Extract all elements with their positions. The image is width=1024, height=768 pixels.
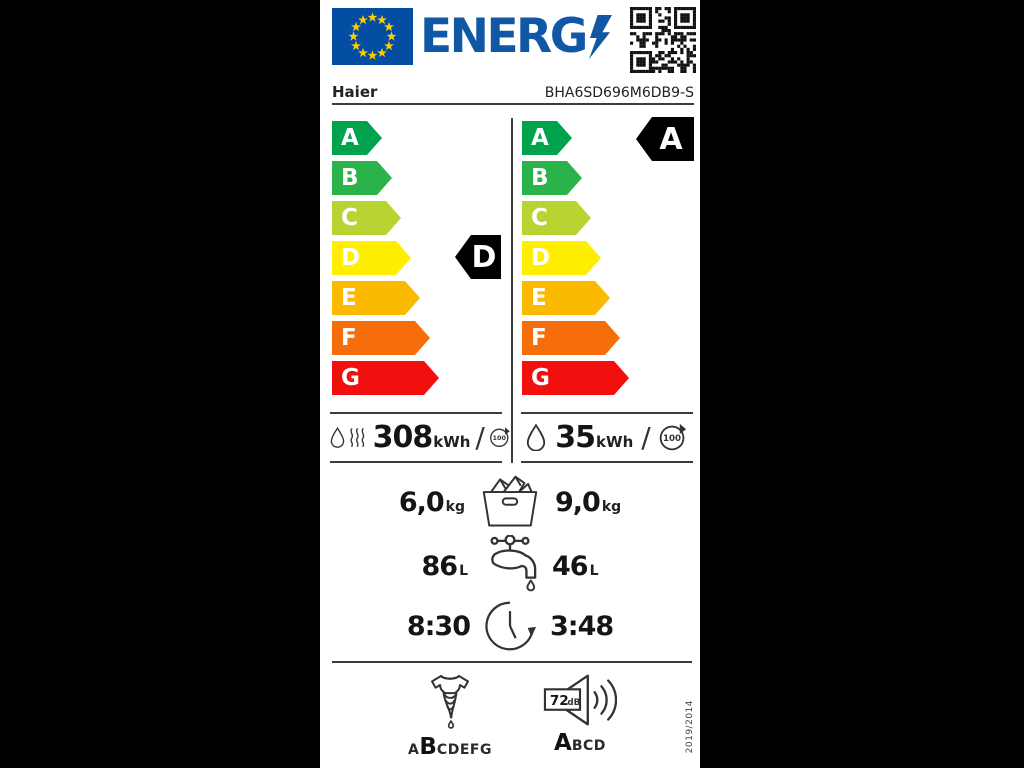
wash-rating-scale: A B C D E F G bbox=[522, 121, 629, 401]
noise-letter-rating: A bbox=[554, 730, 572, 756]
lightning-bolt-icon bbox=[588, 15, 612, 59]
scale-arrow-d: D bbox=[332, 241, 411, 275]
brand-name: Haier bbox=[332, 83, 378, 101]
scale-letter: G bbox=[341, 365, 360, 391]
wash-energy-unit: kWh bbox=[596, 432, 634, 451]
scale-arrow-c: C bbox=[522, 201, 591, 235]
scale-letter: G bbox=[531, 365, 550, 391]
capacity-unit: kg bbox=[601, 498, 622, 515]
per-100-cycles-icon: 100 bbox=[659, 423, 686, 450]
duration-row: 8:30 3:48 bbox=[330, 596, 690, 656]
scale-arrow-a: A bbox=[332, 121, 382, 155]
wrung-shirt-icon bbox=[431, 675, 469, 729]
scale-letter: E bbox=[531, 285, 547, 311]
scale-letter: C bbox=[531, 205, 548, 231]
consumption-line bbox=[330, 461, 502, 463]
washdry-energy-value: 308 bbox=[372, 419, 434, 455]
qr-code bbox=[630, 7, 696, 73]
scale-letter: B bbox=[341, 165, 359, 191]
washdry-energy-unit: kWh bbox=[433, 432, 471, 451]
scale-arrow-f: F bbox=[522, 321, 620, 355]
spin-letter-small: A bbox=[408, 742, 420, 758]
scale-arrow-g: G bbox=[332, 361, 439, 395]
per-100-cycles-icon: 100 bbox=[489, 426, 510, 447]
scale-arrow-c: C bbox=[332, 201, 401, 235]
header-divider bbox=[332, 103, 694, 105]
water-row: 86 L 46 L bbox=[330, 534, 690, 598]
clock-icon bbox=[485, 601, 537, 651]
scale-arrow-b: B bbox=[332, 161, 392, 195]
laundry-basket-icon bbox=[482, 475, 538, 527]
wash-rating-indicator: A bbox=[636, 117, 694, 161]
noise-block: 72 dB ABCD bbox=[515, 672, 645, 758]
water-drop-icon bbox=[330, 426, 345, 448]
scale-arrow-g: G bbox=[522, 361, 629, 395]
spin-letter-small: CDEFG bbox=[436, 742, 492, 758]
scale-letter: A bbox=[341, 125, 359, 151]
heat-waves-icon bbox=[350, 427, 365, 447]
spin-letter-rating: B bbox=[419, 734, 437, 760]
scale-letter: E bbox=[341, 285, 357, 311]
scale-letter: D bbox=[531, 245, 551, 271]
scale-letter: B bbox=[531, 165, 549, 191]
washdry-capacity-value: 6,0 bbox=[398, 486, 445, 518]
regulation-number: 2019/2014 bbox=[685, 700, 695, 754]
energy-logo-text: ENERG bbox=[420, 8, 588, 64]
consumption-line bbox=[521, 412, 693, 414]
wash-energy-value: 35 bbox=[555, 419, 596, 455]
wash-duration-value: 3:48 bbox=[550, 610, 614, 642]
svg-text:dB: dB bbox=[567, 698, 580, 708]
eu-flag-icon bbox=[332, 8, 413, 65]
svg-text:72: 72 bbox=[550, 693, 569, 709]
wash-water-value: 46 bbox=[552, 550, 589, 582]
scale-letter: D bbox=[341, 245, 361, 271]
washdry-energy-row: 308 kWh / 100 bbox=[330, 413, 511, 461]
scale-letter: C bbox=[341, 205, 358, 231]
consumption-line bbox=[330, 412, 502, 414]
scale-arrow-e: E bbox=[332, 281, 420, 315]
noise-letter-small: BCD bbox=[571, 738, 606, 754]
scale-arrow-a: A bbox=[522, 121, 572, 155]
model-number: BHA6SD696M6DB9-S bbox=[544, 85, 694, 101]
wash-energy-row: 35 kWh / 100 bbox=[521, 413, 693, 461]
scale-letter: F bbox=[341, 325, 357, 351]
scale-divider bbox=[511, 118, 513, 463]
tap-icon bbox=[490, 535, 537, 592]
energy-logo: ENERG bbox=[420, 8, 612, 64]
water-unit: L bbox=[589, 562, 599, 579]
scale-arrow-f: F bbox=[332, 321, 430, 355]
capacity-row: 6,0 kg 9,0 kg bbox=[330, 470, 690, 534]
speaker-icon: 72 dB bbox=[543, 674, 617, 726]
svg-text:100: 100 bbox=[492, 434, 506, 442]
water-drop-icon bbox=[527, 423, 546, 451]
wash-capacity-value: 9,0 bbox=[555, 486, 601, 518]
noise-class-letters: ABCD bbox=[515, 731, 645, 758]
water-unit: L bbox=[459, 562, 468, 579]
scale-letter: F bbox=[531, 325, 547, 351]
capacity-unit: kg bbox=[445, 498, 465, 515]
washdry-duration-value: 8:30 bbox=[406, 610, 471, 642]
scale-arrow-b: B bbox=[522, 161, 582, 195]
energy-label: ENERG Haier BHA6SD696M6DB9-S A B C D E F… bbox=[320, 0, 700, 768]
washdry-water-value: 86 bbox=[421, 550, 459, 582]
per-slash: / bbox=[641, 420, 651, 454]
per-slash: / bbox=[475, 420, 485, 454]
scale-letter: A bbox=[531, 125, 549, 151]
spin-class-block: ABCDEFG bbox=[390, 672, 510, 762]
washdry-rating-scale: A B C D E F G bbox=[332, 121, 439, 401]
bottom-divider bbox=[332, 661, 692, 663]
washdry-rating-indicator: D bbox=[455, 235, 501, 279]
svg-text:100: 100 bbox=[663, 434, 681, 444]
scale-arrow-e: E bbox=[522, 281, 610, 315]
scale-arrow-d: D bbox=[522, 241, 601, 275]
consumption-line bbox=[521, 461, 693, 463]
spin-class-letters: ABCDEFG bbox=[390, 735, 510, 762]
